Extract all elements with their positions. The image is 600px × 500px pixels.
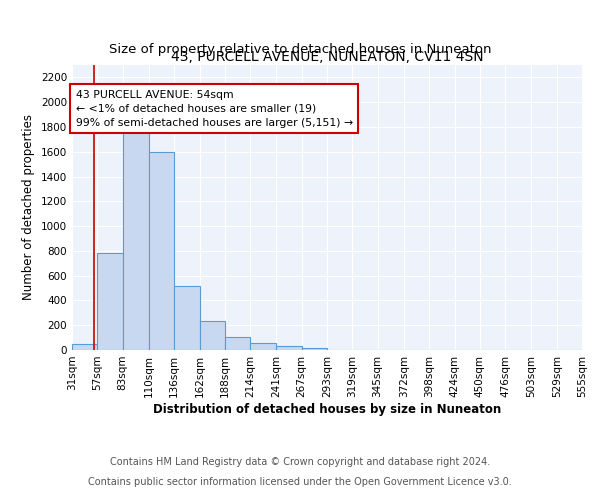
Bar xyxy=(225,337,250,350)
Bar xyxy=(72,344,97,350)
Bar xyxy=(277,346,302,350)
Text: Distribution of detached houses by size in Nuneaton: Distribution of detached houses by size … xyxy=(153,402,501,415)
Text: Size of property relative to detached houses in Nuneaton: Size of property relative to detached ho… xyxy=(109,42,491,56)
Bar xyxy=(122,124,149,350)
Bar xyxy=(149,152,174,350)
Bar xyxy=(302,348,327,350)
Text: 43 PURCELL AVENUE: 54sqm
← <1% of detached houses are smaller (19)
99% of semi-d: 43 PURCELL AVENUE: 54sqm ← <1% of detach… xyxy=(76,90,353,128)
Title: 43, PURCELL AVENUE, NUNEATON, CV11 4SN: 43, PURCELL AVENUE, NUNEATON, CV11 4SN xyxy=(170,50,484,64)
Bar xyxy=(199,321,225,350)
Bar xyxy=(250,343,277,350)
Text: Contains public sector information licensed under the Open Government Licence v3: Contains public sector information licen… xyxy=(88,477,512,487)
Y-axis label: Number of detached properties: Number of detached properties xyxy=(22,114,35,300)
Text: Contains HM Land Registry data © Crown copyright and database right 2024.: Contains HM Land Registry data © Crown c… xyxy=(110,457,490,467)
Bar xyxy=(97,254,122,350)
Bar xyxy=(174,286,200,350)
